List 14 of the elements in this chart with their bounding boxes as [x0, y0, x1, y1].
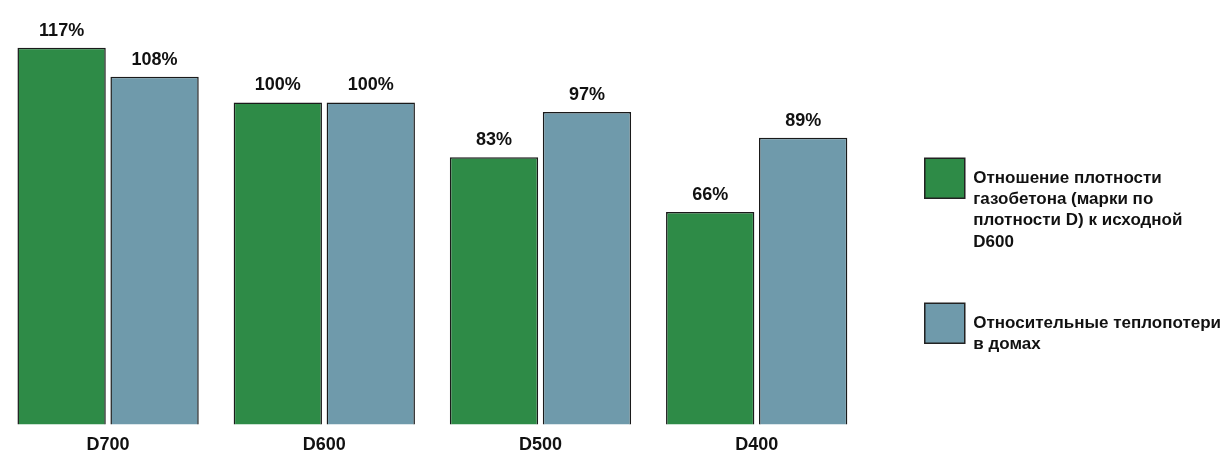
legend-label: Отношение плотности газобетона (марки по плотности D) к исходной D600 — [973, 167, 1183, 251]
x-tick-label: D600 — [302, 434, 346, 455]
x-tick-label: D400 — [735, 434, 779, 455]
data-label: 100% — [254, 74, 301, 95]
data-label: 66% — [692, 183, 729, 204]
data-label: 117% — [39, 19, 85, 40]
data-label: 100% — [347, 74, 394, 95]
x-tick-label: D700 — [86, 434, 130, 455]
legend-label: Относительные теплопотери в домах — [973, 312, 1222, 354]
data-label: 89% — [785, 109, 822, 130]
data-label: 108% — [131, 48, 178, 69]
data-label: 97% — [568, 84, 605, 105]
data-label: 83% — [475, 129, 513, 150]
x-tick-label: D500 — [518, 434, 562, 455]
